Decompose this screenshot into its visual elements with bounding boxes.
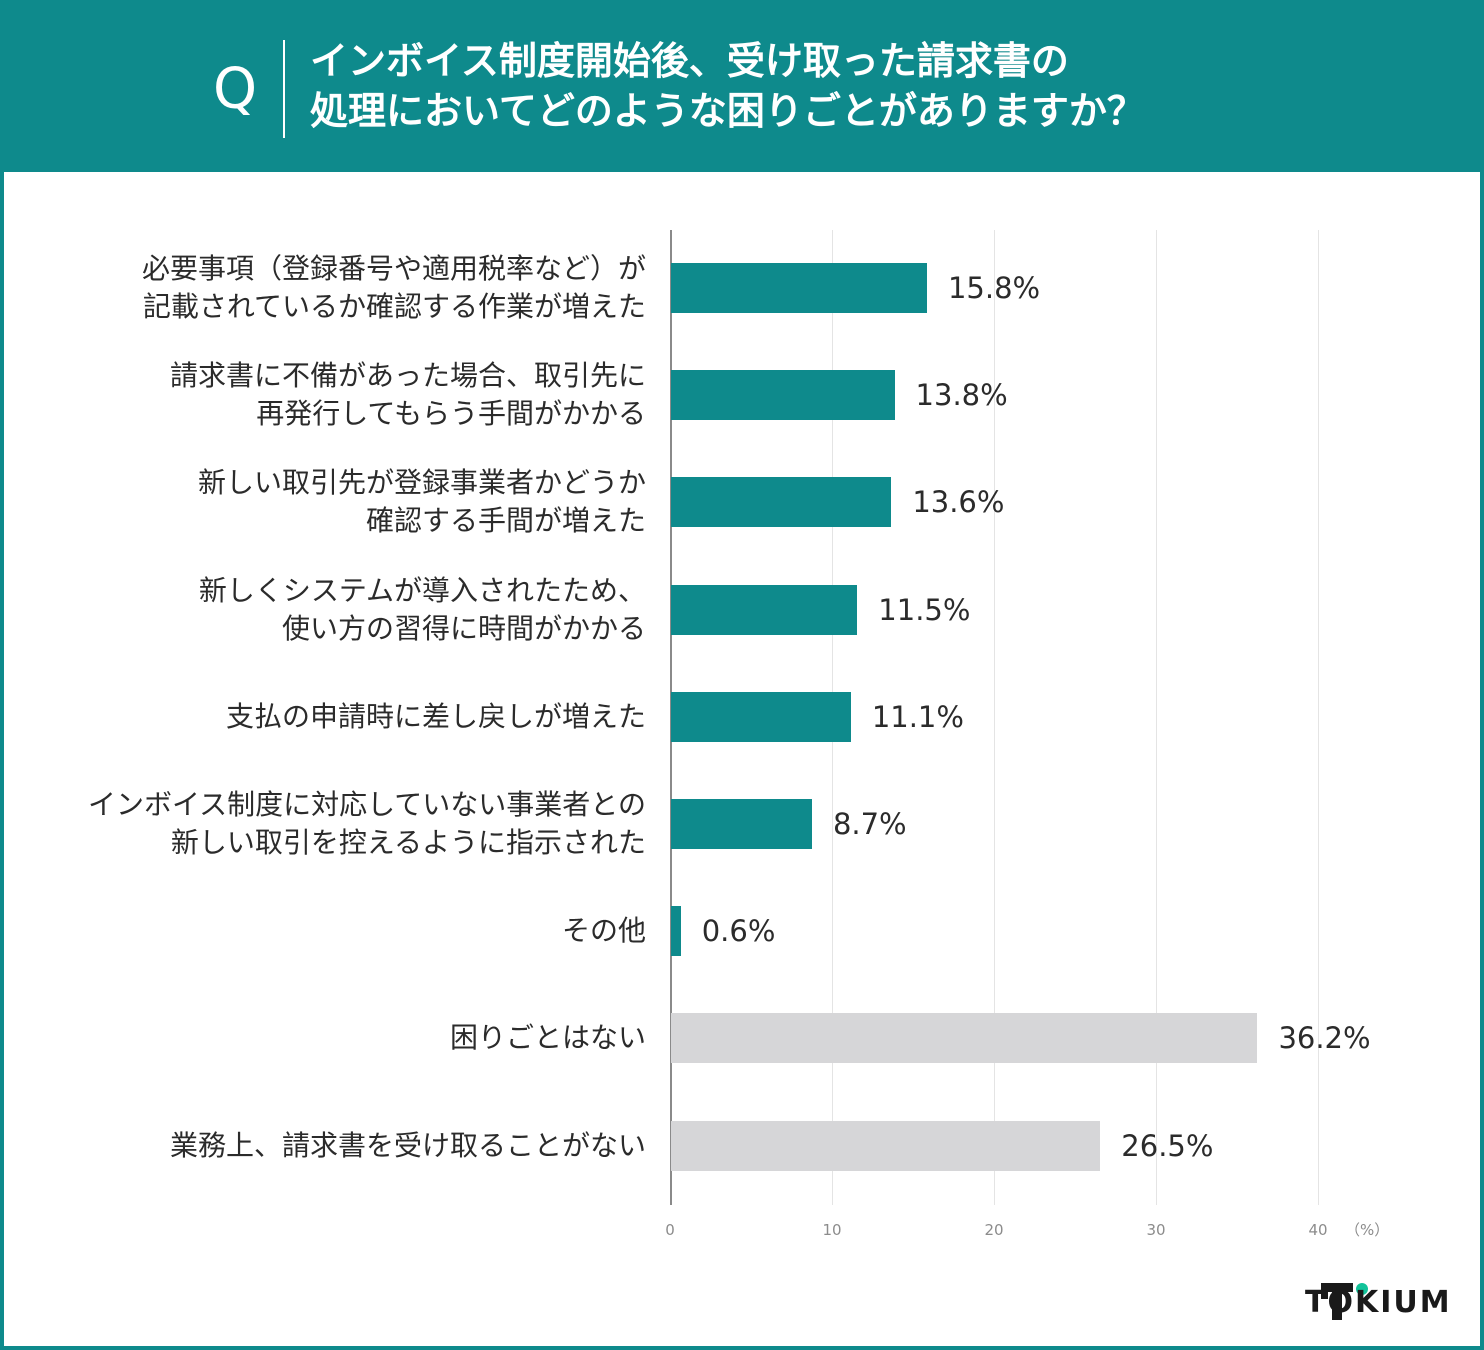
category-label: 請求書に不備があった場合、取引先に再発行してもらう手間がかかる — [170, 357, 646, 433]
value-label: 13.6% — [912, 485, 1005, 520]
bar — [671, 799, 812, 849]
value-label: 11.5% — [878, 592, 971, 627]
value-label: 11.1% — [871, 699, 964, 734]
bar — [671, 584, 858, 635]
tokium-logo-text: TOKIUM — [1305, 1285, 1452, 1320]
x-unit-label: （%） — [1345, 1221, 1390, 1239]
category-label-line: 新しくシステムが導入されたため、 — [198, 573, 646, 607]
gridline-40 — [1318, 230, 1319, 1205]
category-label: その他 — [562, 912, 646, 950]
bar — [671, 263, 927, 313]
category-label-line: 新しい取引先が登録事業者かどうか — [197, 466, 646, 500]
value-label: 8.7% — [832, 807, 907, 841]
value-label: 0.6% — [701, 914, 776, 949]
category-label: 必要事項（登録番号や適用税率など）が 記載されているか確認する作業が増えた — [142, 250, 646, 326]
x-tick-label: 0 — [665, 1221, 675, 1239]
question-mark-q: Q — [213, 57, 258, 122]
question-title-line-1: インボイス制度開始後、受け取った請求書の — [310, 39, 1069, 83]
x-tick-label: 40 — [1308, 1221, 1328, 1239]
category-label: 新しい取引先が登録事業者かどうか確認する手間が増えた — [198, 464, 646, 540]
x-tick-label: 20 — [984, 1221, 1004, 1239]
bar — [671, 1120, 1101, 1171]
value-label: 13.8% — [915, 378, 1008, 413]
category-label-line: 業務上、請求書を受け取ることがない — [169, 1128, 646, 1162]
bar — [671, 477, 892, 528]
category-label-line: 支払の申請時に差し戻しが増えた — [225, 699, 646, 733]
category-label: 困りごとはない — [450, 1019, 646, 1057]
question-header: Q インボイス制度開始後、受け取った請求書の 処理においてどのような困りごとがあ… — [0, 0, 1484, 172]
category-label: 支払の申請時に差し戻しが増えた — [226, 698, 646, 736]
value-label: 26.5% — [1121, 1128, 1214, 1163]
bar — [671, 906, 681, 957]
category-label-line: 使い方の習得に時間がかかる — [281, 611, 646, 645]
bar — [671, 1013, 1258, 1064]
category-label: 業務上、請求書を受け取ることがない — [170, 1127, 646, 1165]
header-divider — [283, 40, 285, 138]
category-label-line: 記載されているか確認する作業が増えた — [142, 290, 646, 323]
value-label: 36.2% — [1278, 1021, 1371, 1056]
category-label-line: その他 — [561, 914, 646, 948]
question-title: インボイス制度開始後、受け取った請求書の 処理においてどのような困りごとがありま… — [310, 36, 1450, 136]
x-tick-label: 30 — [1146, 1221, 1166, 1239]
category-label-line: 困りごとはない — [449, 1021, 646, 1055]
bar — [671, 691, 851, 742]
category-label-line: 請求書に不備があった場合、取引先に — [169, 359, 646, 393]
gridline-30 — [1156, 230, 1157, 1205]
y-axis-line — [670, 230, 672, 1205]
category-label: インボイス制度に対応していない事業者との新しい取引を控えるように指示された — [88, 786, 646, 862]
value-label: 15.8% — [947, 271, 1041, 305]
category-label-line: 再発行してもらう手間がかかる — [256, 397, 646, 431]
question-title-line-2: 処理においてどのような困りごとがありますか？ — [310, 89, 1145, 133]
category-label: 新しくシステムが導入されたため、使い方の習得に時間がかかる — [199, 572, 646, 648]
gridline-20 — [994, 230, 995, 1205]
category-label-line: 必要事項（登録番号や適用税率など）が — [141, 252, 646, 285]
category-label-line: インボイス制度に対応していない事業者との — [87, 788, 646, 821]
x-tick-label: 10 — [822, 1221, 842, 1239]
bar — [671, 370, 895, 421]
category-label-line: 新しい取引を控えるように指示された — [170, 826, 646, 859]
category-label-line: 確認する手間が増えた — [365, 504, 646, 538]
tokium-logo-icon — [1321, 1283, 1368, 1320]
